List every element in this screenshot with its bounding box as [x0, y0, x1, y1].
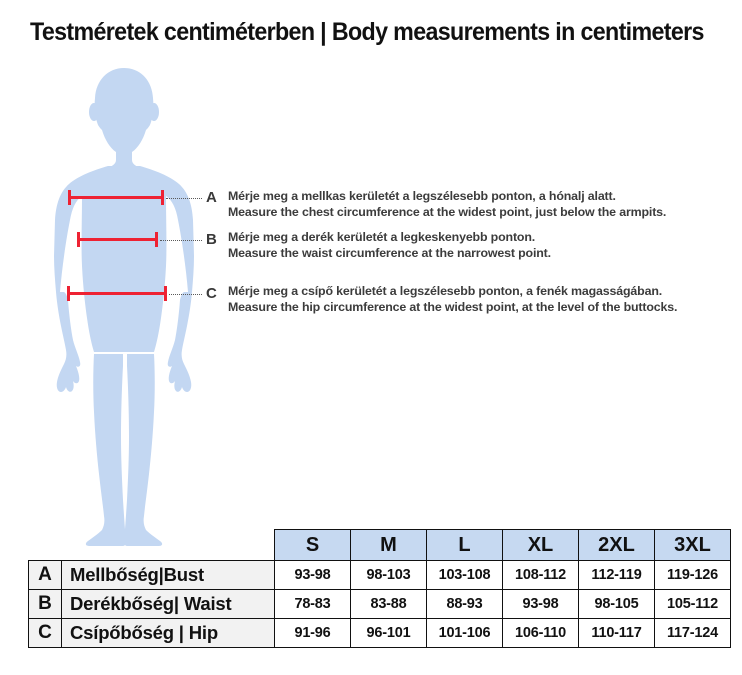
cell-bust-s: 93-98: [274, 560, 351, 590]
instruction-a-hu: Mérje meg a mellkas kerületét a legszéle…: [228, 189, 616, 203]
cell-hip-3xl: 117-124: [654, 618, 731, 648]
cell-waist-3xl: 105-112: [654, 589, 731, 619]
corner-cell-label: [62, 530, 275, 561]
size-table: S M L XL 2XL 3XL A Mellbőség|Bust 93-98 …: [28, 529, 731, 648]
instruction-c-en: Measure the hip circumference at the wid…: [228, 299, 678, 314]
instruction-b-hu: Mérje meg a derék kerületét a legkeskeny…: [228, 230, 536, 244]
row-letter-b: B: [28, 589, 62, 619]
measure-line-a: [68, 196, 164, 199]
table-row: B Derékbőség| Waist 78-83 83-88 88-93 93…: [28, 589, 731, 619]
page-title: Testméretek centiméterben | Body measure…: [30, 18, 704, 46]
cell-hip-m: 96-101: [350, 618, 427, 648]
measure-line-a-cap-right: [161, 190, 164, 205]
cell-waist-m: 83-88: [350, 589, 427, 619]
leader-line-c: [169, 294, 202, 295]
marker-label-a: A: [206, 189, 217, 206]
instruction-c-hu: Mérje meg a csípő kerületét a legszélese…: [228, 284, 663, 298]
size-header-xl: XL: [502, 529, 579, 561]
instruction-b-en: Measure the waist circumference at the n…: [228, 245, 551, 260]
table-row: A Mellbőség|Bust 93-98 98-103 103-108 10…: [28, 560, 731, 590]
cell-hip-xl: 106-110: [502, 618, 579, 648]
size-header-m: M: [350, 529, 427, 561]
cell-hip-l: 101-106: [426, 618, 503, 648]
cell-waist-xl: 93-98: [502, 589, 579, 619]
cell-hip-2xl: 110-117: [578, 618, 655, 648]
corner-cell-letter: [29, 530, 62, 561]
instruction-b: Mérje meg a derék kerületét a legkeskeny…: [228, 230, 728, 261]
instruction-a-en: Measure the chest circumference at the w…: [228, 204, 667, 219]
cell-waist-l: 88-93: [426, 589, 503, 619]
leader-line-a: [166, 198, 202, 199]
cell-bust-2xl: 112-119: [578, 560, 655, 590]
measure-line-b-cap-right: [155, 232, 158, 247]
cell-bust-m: 98-103: [350, 560, 427, 590]
table-row: C Csípőbőség | Hip 91-96 96-101 101-106 …: [28, 618, 731, 648]
measure-line-c: [67, 292, 167, 295]
cell-hip-s: 91-96: [274, 618, 351, 648]
row-label-waist: Derékbőség| Waist: [61, 589, 275, 619]
row-label-hip: Csípőbőség | Hip: [61, 618, 275, 648]
row-letter-a: A: [28, 560, 62, 590]
cell-waist-s: 78-83: [274, 589, 351, 619]
marker-label-b: B: [206, 231, 217, 248]
table-header-row: S M L XL 2XL 3XL: [29, 529, 731, 561]
cell-bust-xl: 108-112: [502, 560, 579, 590]
row-label-bust: Mellbőség|Bust: [61, 560, 275, 590]
leader-line-b: [160, 240, 202, 241]
cell-bust-3xl: 119-126: [654, 560, 731, 590]
size-header-3xl: 3XL: [654, 529, 731, 561]
size-header-s: S: [274, 529, 351, 561]
cell-waist-2xl: 98-105: [578, 589, 655, 619]
instruction-c: Mérje meg a csípő kerületét a legszélese…: [228, 284, 728, 315]
measure-line-b: [77, 238, 158, 241]
body-silhouette: [24, 60, 224, 555]
size-header-2xl: 2XL: [578, 529, 655, 561]
marker-label-c: C: [206, 285, 217, 302]
instruction-a: Mérje meg a mellkas kerületét a legszéle…: [228, 189, 728, 220]
row-letter-c: C: [28, 618, 62, 648]
measure-line-c-cap-right: [164, 286, 167, 301]
size-header-l: L: [426, 529, 503, 561]
cell-bust-l: 103-108: [426, 560, 503, 590]
